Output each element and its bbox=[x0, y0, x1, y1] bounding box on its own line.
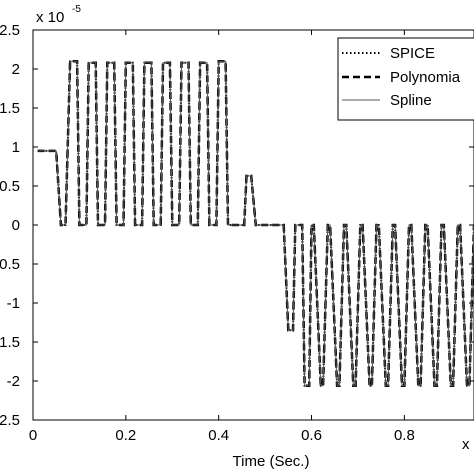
y-tick-label: 0 bbox=[12, 217, 20, 234]
x-tick-label: 0.6 bbox=[301, 427, 322, 444]
y-tick-label: -2.5 bbox=[0, 412, 20, 429]
y-tick-label: 1 bbox=[12, 139, 20, 156]
x-tick-label: 0.8 bbox=[394, 427, 415, 444]
y-tick-label: -1.5 bbox=[0, 334, 20, 351]
y-tick-label: -1 bbox=[7, 295, 20, 312]
legend-label-spice: SPICE bbox=[390, 45, 435, 62]
y-tick-label: 1.5 bbox=[0, 100, 20, 117]
y-tick-label: 0.5 bbox=[0, 178, 20, 195]
legend: SPICE Polynomia Spline bbox=[337, 37, 474, 121]
y-tick-label: -0.5 bbox=[0, 256, 20, 273]
x-tick-label: 0.2 bbox=[115, 427, 136, 444]
legend-label-spline: Spline bbox=[390, 92, 432, 109]
series-layer bbox=[37, 59, 474, 387]
x-tick-label: 0 bbox=[29, 427, 37, 444]
legend-box bbox=[337, 37, 474, 121]
y-tick-label: 2 bbox=[12, 61, 20, 78]
y-tick-label: -2 bbox=[7, 373, 20, 390]
legend-label-polynomial: Polynomia bbox=[390, 69, 461, 86]
y-tick-label: 2.5 bbox=[0, 22, 20, 39]
x-axis-label: Time (Sec.) bbox=[233, 453, 310, 470]
series-line-spline bbox=[37, 60, 474, 387]
x-tick-label: 0.4 bbox=[208, 427, 229, 444]
x-axis: 0 0.2 0.4 0.6 0.8 bbox=[29, 30, 415, 444]
y-axis: 2.5 2 1.5 1 0.5 0 -0.5 -1 -1.5 -2 -2.5 bbox=[0, 22, 474, 429]
y-multiplier-exponent: -5 bbox=[72, 4, 81, 15]
y-multiplier-label: x 10 bbox=[36, 9, 64, 26]
x-multiplier-label: x bbox=[462, 436, 470, 453]
